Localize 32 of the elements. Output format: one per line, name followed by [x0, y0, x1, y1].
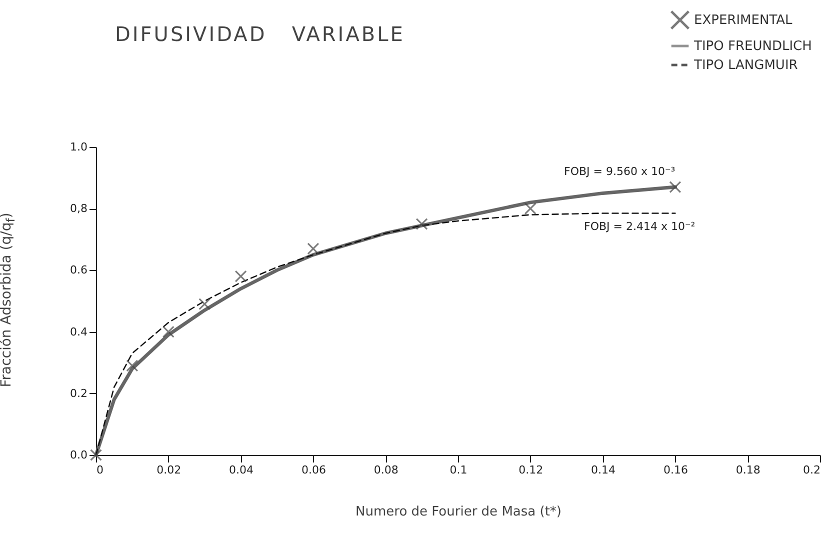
x-tick-label: 0.04	[229, 464, 254, 476]
x-tick-label: 0.2	[803, 464, 820, 476]
x-tick-label: 0.02	[156, 464, 182, 476]
point	[307, 242, 320, 255]
x-tick-label: 0.14	[591, 464, 616, 476]
legend-label: EXPERIMENTAL	[694, 13, 794, 28]
point	[416, 218, 428, 230]
x-tick-label: 0.06	[301, 464, 326, 476]
point	[524, 202, 536, 215]
point	[669, 180, 682, 194]
y-tick-label: 1.0	[70, 140, 88, 154]
y-tick-label: 0,8	[70, 202, 88, 216]
x-tick-label: 0.16	[663, 464, 688, 476]
x-tick-label: 0.08	[374, 464, 398, 476]
x-tick-label: 0	[96, 464, 104, 476]
point	[198, 298, 211, 310]
annotation: FOBJ = 2.414 x 10⁻²	[584, 220, 696, 234]
annotation: FOBJ = 9.560 x 10⁻³	[564, 165, 676, 178]
x-tick-label: 0.18	[736, 464, 760, 476]
x-tick-label: 0.1	[450, 464, 468, 476]
y-tick-label: 0.0	[70, 448, 88, 462]
point	[126, 360, 138, 372]
x-axis-title: Numero de Fourier de Masa (t*)	[356, 504, 562, 520]
x-tick-label: 0.12	[518, 464, 544, 476]
point	[234, 270, 247, 282]
point	[162, 326, 174, 338]
chart-title: DIFUSIVIDAD VARIABLE	[115, 22, 405, 46]
legend-label: TIPO LANGMUIR	[693, 58, 798, 73]
legend-label: TIPO FREUNDLICH	[693, 39, 812, 54]
y-tick-label: 0.6	[70, 264, 88, 277]
y-tick-label: 0.2	[70, 386, 88, 400]
y-tick-label: 0.4	[70, 325, 88, 338]
